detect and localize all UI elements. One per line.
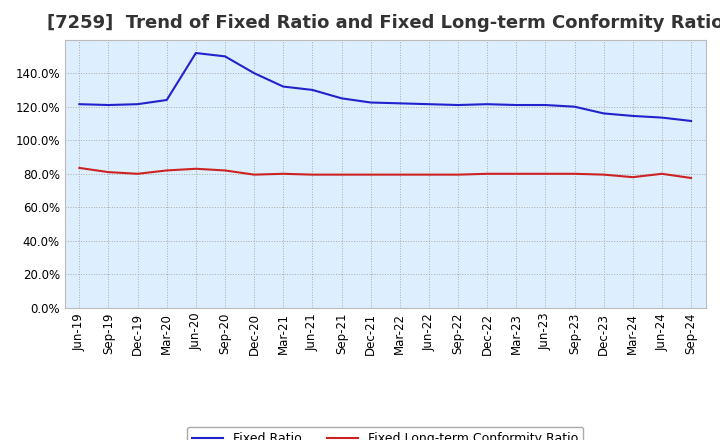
Fixed Ratio [163, 97, 171, 103]
Fixed Ratio [308, 87, 317, 92]
Fixed Ratio [512, 103, 521, 108]
Fixed Long-term Conformity Ratio [483, 171, 492, 176]
Fixed Long-term Conformity Ratio [133, 171, 142, 176]
Fixed Long-term Conformity Ratio [425, 172, 433, 177]
Fixed Long-term Conformity Ratio [163, 168, 171, 173]
Fixed Long-term Conformity Ratio [250, 172, 258, 177]
Fixed Ratio [687, 118, 696, 124]
Fixed Ratio [454, 103, 462, 108]
Fixed Long-term Conformity Ratio [308, 172, 317, 177]
Fixed Long-term Conformity Ratio [512, 171, 521, 176]
Fixed Long-term Conformity Ratio [395, 172, 404, 177]
Fixed Ratio [657, 115, 666, 120]
Fixed Ratio [570, 104, 579, 109]
Fixed Ratio [75, 102, 84, 107]
Fixed Ratio [395, 101, 404, 106]
Line: Fixed Long-term Conformity Ratio: Fixed Long-term Conformity Ratio [79, 168, 691, 178]
Legend: Fixed Ratio, Fixed Long-term Conformity Ratio: Fixed Ratio, Fixed Long-term Conformity … [187, 427, 583, 440]
Fixed Ratio [104, 103, 113, 108]
Fixed Ratio [366, 100, 375, 105]
Fixed Long-term Conformity Ratio [104, 169, 113, 175]
Fixed Long-term Conformity Ratio [366, 172, 375, 177]
Fixed Long-term Conformity Ratio [192, 166, 200, 172]
Fixed Long-term Conformity Ratio [599, 172, 608, 177]
Fixed Ratio [337, 95, 346, 101]
Title: [7259]  Trend of Fixed Ratio and Fixed Long-term Conformity Ratio: [7259] Trend of Fixed Ratio and Fixed Lo… [47, 15, 720, 33]
Fixed Ratio [541, 103, 550, 108]
Fixed Long-term Conformity Ratio [687, 176, 696, 181]
Fixed Ratio [192, 50, 200, 55]
Fixed Long-term Conformity Ratio [75, 165, 84, 171]
Fixed Ratio [425, 102, 433, 107]
Fixed Long-term Conformity Ratio [337, 172, 346, 177]
Fixed Long-term Conformity Ratio [657, 171, 666, 176]
Fixed Long-term Conformity Ratio [220, 168, 229, 173]
Line: Fixed Ratio: Fixed Ratio [79, 53, 691, 121]
Fixed Long-term Conformity Ratio [541, 171, 550, 176]
Fixed Ratio [599, 111, 608, 116]
Fixed Long-term Conformity Ratio [570, 171, 579, 176]
Fixed Ratio [279, 84, 287, 89]
Fixed Ratio [133, 102, 142, 107]
Fixed Ratio [220, 54, 229, 59]
Fixed Ratio [250, 70, 258, 76]
Fixed Ratio [629, 113, 637, 118]
Fixed Long-term Conformity Ratio [629, 175, 637, 180]
Fixed Long-term Conformity Ratio [454, 172, 462, 177]
Fixed Ratio [483, 102, 492, 107]
Fixed Long-term Conformity Ratio [279, 171, 287, 176]
